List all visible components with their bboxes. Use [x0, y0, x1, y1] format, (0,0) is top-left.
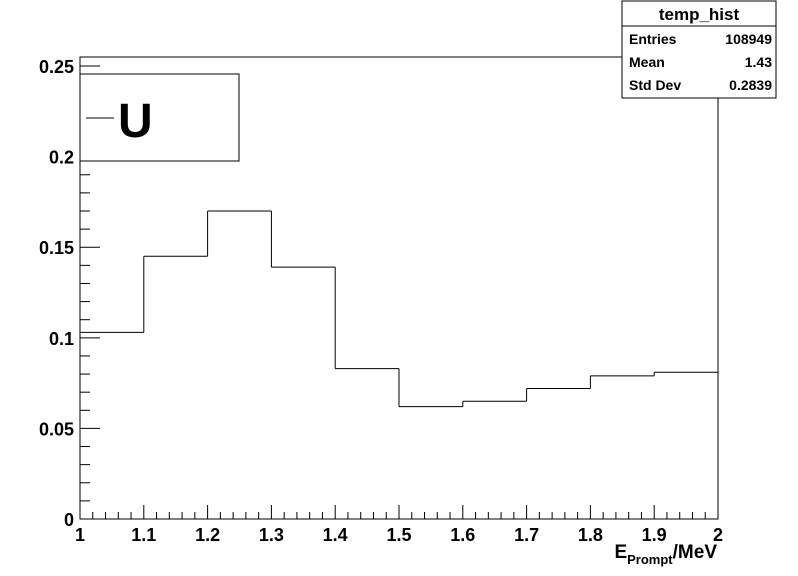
x-tick-label: 2 — [713, 525, 723, 545]
x-tick-label: 1.7 — [514, 525, 539, 545]
legend-entry-label: U — [118, 95, 153, 148]
y-tick-label: 0 — [64, 510, 74, 530]
stats-box: temp_hist Entries 108949 Mean 1.43 Std D… — [621, 0, 777, 99]
x-axis-ticks — [79, 505, 719, 519]
x-tick-label: 1.6 — [450, 525, 475, 545]
x-tick-label: 1.2 — [195, 525, 220, 545]
stats-title: temp_hist — [659, 5, 740, 24]
x-axis-title-suffix: /MeV — [673, 542, 718, 563]
x-axis-tick-labels: 1 1.1 1.2 1.3 1.4 1.5 1.6 1.7 1.8 1.9 2 — [75, 525, 723, 545]
stats-value-mean: 1.43 — [745, 54, 772, 70]
stats-value-entries: 108949 — [725, 31, 772, 47]
stats-value-stddev: 0.2839 — [729, 77, 772, 93]
x-axis-title-main: E — [614, 542, 627, 563]
x-tick-label: 1.4 — [323, 525, 348, 545]
x-tick-label: 1.9 — [642, 525, 667, 545]
stats-label-entries: Entries — [629, 31, 677, 47]
y-tick-label: 0.05 — [39, 419, 74, 439]
stats-label-mean: Mean — [629, 54, 665, 70]
y-axis-tick-labels: 0 0.05 0.1 0.15 0.2 0.25 — [39, 57, 74, 530]
y-tick-label: 0.15 — [39, 238, 74, 258]
x-tick-label: 1 — [75, 525, 85, 545]
y-tick-label: 0.1 — [49, 329, 74, 349]
y-tick-label: 0.2 — [49, 148, 74, 168]
y-tick-label: 0.25 — [39, 57, 74, 77]
legend: U — [79, 73, 240, 162]
histogram-series — [80, 210, 718, 408]
stats-label-stddev: Std Dev — [629, 77, 681, 93]
x-tick-label: 1.3 — [259, 525, 284, 545]
x-axis-title: EPrompt/MeV — [614, 542, 717, 567]
x-tick-label: 1.1 — [131, 525, 156, 545]
x-tick-label: 1.8 — [578, 525, 603, 545]
x-tick-label: 1.5 — [386, 525, 411, 545]
stats-box-frame — [621, 0, 777, 99]
x-axis-title-subscript: Prompt — [627, 552, 673, 567]
